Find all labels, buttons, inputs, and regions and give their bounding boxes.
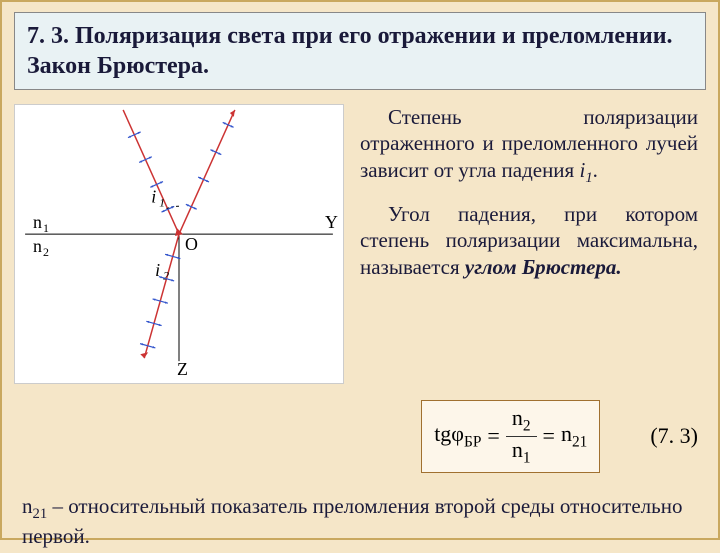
foot-n: n [22, 494, 33, 518]
svg-text:n: n [33, 212, 42, 232]
p2-b: углом Брюстера. [465, 255, 622, 279]
eq-eq2: = [543, 423, 555, 449]
equation-box: tgφБР = n2 n1 = n21 [421, 400, 600, 473]
svg-text:1: 1 [43, 221, 49, 235]
eq-n21: n21 [561, 421, 587, 451]
svg-text:O: O [185, 234, 198, 254]
paragraph-2: Угол падения, при котором степень поляри… [360, 201, 698, 280]
svg-text:Z: Z [177, 359, 188, 379]
svg-text:2: 2 [163, 269, 169, 283]
foot-sub: 21 [33, 506, 48, 522]
p1-dot: . [593, 158, 598, 182]
p1-text: Степень поляризации отраженного и прелом… [360, 105, 698, 182]
section-title: 7. 3. Поляризация света при его отражени… [14, 12, 706, 90]
paragraph-1: Степень поляризации отраженного и прелом… [360, 104, 698, 187]
eq-eq1: = [487, 423, 499, 449]
footnote: n21 – относительный показатель преломлен… [2, 489, 718, 553]
eq-tg: tgφБР [434, 421, 481, 451]
eq-fraction: n2 n1 [506, 407, 537, 466]
text-column: Степень поляризации отраженного и прелом… [344, 104, 706, 384]
svg-text:1: 1 [159, 195, 165, 209]
svg-text:Y: Y [325, 212, 338, 232]
brewster-diagram: YZOn1n2i1i2 [14, 104, 344, 384]
svg-text:n: n [33, 236, 42, 256]
svg-text:2: 2 [43, 245, 49, 259]
content-row: YZOn1n2i1i2 Степень поляризации отраженн… [2, 104, 718, 384]
equation-row: tgφБР = n2 n1 = n21 (7. 3) [2, 400, 698, 473]
equation-number: (7. 3) [650, 423, 698, 449]
svg-text:i: i [151, 186, 156, 206]
p1-sub: 1 [585, 170, 592, 186]
